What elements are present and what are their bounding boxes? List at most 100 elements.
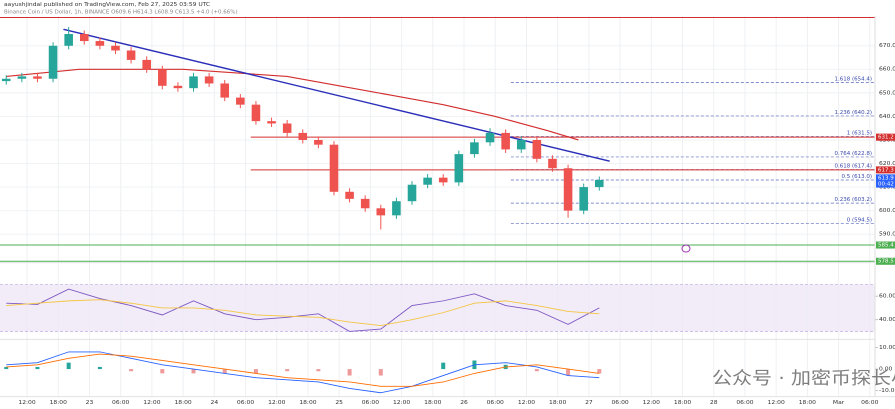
- candle-body: [376, 208, 386, 216]
- candle-body: [95, 41, 105, 46]
- candle-body: [267, 121, 276, 124]
- candle-body: [438, 177, 448, 183]
- candle-body: [142, 59, 151, 70]
- x-tick-label: 06:00: [487, 400, 505, 406]
- candle-body: [251, 104, 261, 122]
- candle-body: [111, 45, 120, 51]
- x-tick-label: 12:00: [268, 400, 286, 406]
- candle-body: [282, 123, 292, 133]
- rsi-line: [6, 288, 600, 332]
- x-tick-label: 18:00: [174, 400, 192, 406]
- x-tick-label: 18:00: [799, 400, 817, 406]
- x-tick-label: 24: [211, 400, 219, 406]
- candle-body: [17, 76, 27, 79]
- alert-icon: [681, 244, 691, 253]
- price-box: [876, 133, 895, 141]
- countdown: 00:42: [878, 182, 894, 188]
- rsi-line: [6, 299, 600, 327]
- x-tick-label: 26: [460, 400, 468, 406]
- candle-body: [298, 132, 308, 140]
- candle-body: [220, 83, 230, 98]
- macd-line: [6, 353, 600, 387]
- y-tick-label: 600.0: [879, 208, 895, 214]
- price-box-label: 585.4: [878, 243, 894, 249]
- macd-histogram: [378, 369, 383, 376]
- macd-histogram: [4, 366, 9, 370]
- y-tick-label: 620.0: [879, 161, 895, 167]
- price-box-label: 631.2: [878, 135, 894, 141]
- y-tick-label: 10.00: [879, 345, 895, 351]
- x-tick-label: 06:00: [362, 400, 380, 406]
- candle-body: [594, 180, 604, 188]
- y-tick-label: 0.00: [879, 367, 893, 373]
- macd-histogram: [285, 369, 290, 372]
- fib-label: 0.618 (617.4): [835, 164, 872, 170]
- candle-body: [345, 191, 354, 199]
- candle-body: [126, 50, 136, 60]
- layers: 12:00 18:00 23 06:00 12:00 18:00 24 06:00 12:00 1…: [0, 15, 895, 406]
- moving-average: [6, 68, 579, 141]
- price-box: [876, 166, 895, 174]
- macd-histogram: [253, 369, 258, 374]
- x-tick-label: 18:00: [299, 400, 317, 406]
- fib-label: 1.236 (640.2): [835, 110, 872, 116]
- x-tick-label: 06:00: [861, 400, 879, 406]
- candle-body: [360, 198, 370, 209]
- candle-body: [79, 34, 89, 42]
- macd-line: [6, 351, 600, 394]
- price-box-label: 617.3: [878, 168, 894, 174]
- y-tick-label: 650.0: [879, 91, 895, 97]
- x-tick-label: 06:00: [736, 400, 754, 406]
- candle-body: [189, 76, 198, 89]
- x-tick-label: 28: [710, 400, 718, 406]
- macd-histogram: [347, 369, 352, 376]
- macd-histogram: [97, 366, 102, 370]
- x-tick-label: 23: [86, 400, 94, 406]
- price-box: [876, 257, 895, 265]
- x-tick-label: 06:00: [611, 400, 629, 406]
- candle-body: [392, 201, 401, 216]
- price-box: [876, 241, 895, 249]
- fib-label: 0 (594.5): [847, 218, 872, 224]
- macd-histogram: [160, 369, 165, 374]
- candle-body: [407, 184, 417, 202]
- y-tick-label: 60.00: [879, 294, 895, 300]
- y-tick-label: 660.0: [879, 67, 895, 73]
- price-box-label: 578.5: [878, 259, 894, 265]
- fib-label: 1 (631.5): [847, 131, 872, 137]
- y-tick-label: -10.00: [879, 388, 895, 394]
- fib-label: 0.236 (603.2): [835, 197, 872, 203]
- candle-body: [501, 132, 510, 150]
- x-tick-label: 06:00: [112, 400, 130, 406]
- candle-body: [1, 78, 11, 82]
- x-tick-label: 12:00: [393, 400, 411, 406]
- macd-histogram: [66, 362, 71, 370]
- candle-body: [563, 168, 573, 211]
- fib-label: 0.764 (622.8): [835, 151, 872, 157]
- x-tick-label: 12:00: [643, 400, 661, 406]
- candle-body: [204, 76, 214, 84]
- x-tick-label: 12:00: [768, 400, 786, 406]
- x-tick-label: 06:00: [237, 400, 255, 406]
- fib-label: 0.5 (613.0): [842, 174, 872, 180]
- candle-body: [314, 139, 323, 145]
- x-tick-label: 12:00: [18, 400, 36, 406]
- y-tick-label: 670.0: [879, 43, 895, 49]
- macd-histogram: [191, 369, 196, 374]
- macd-histogram: [316, 369, 321, 372]
- x-tick-label: 18:00: [424, 400, 442, 406]
- y-tick-label: 590.0: [879, 232, 895, 238]
- x-tick-label: 12:00: [518, 400, 536, 406]
- x-tick-label: 18:00: [50, 400, 68, 406]
- macd-histogram: [35, 366, 40, 370]
- symbol-title: Binance Coin / US Dollar, 1h, BINANCE O6…: [4, 10, 238, 16]
- price-box-label: 613.9: [878, 176, 894, 182]
- y-tick-label: 40.00: [879, 317, 895, 323]
- candle-body: [173, 85, 183, 89]
- candle-body: [48, 45, 58, 79]
- y-tick-label: 640.0: [879, 114, 895, 120]
- rsi-band: [0, 284, 875, 332]
- macd-histogram: [534, 369, 539, 372]
